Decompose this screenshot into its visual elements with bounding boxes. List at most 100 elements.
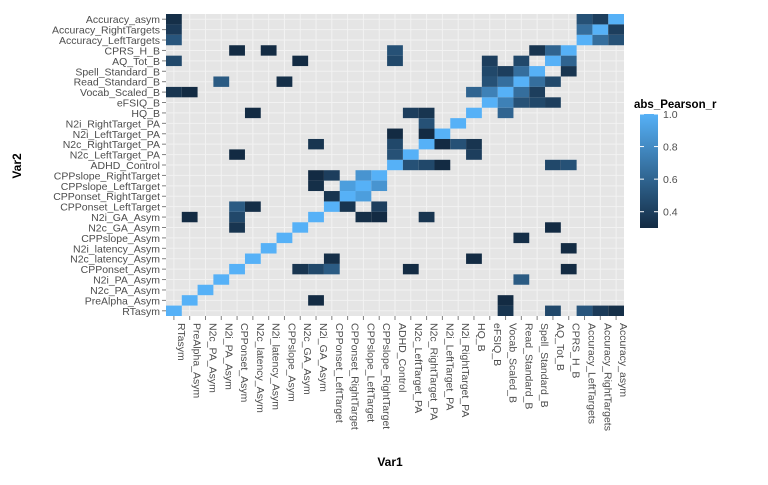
- heatmap-cell: [371, 170, 388, 181]
- heatmap-cell: [308, 138, 324, 150]
- heatmap-cell: [213, 274, 230, 285]
- x-tick-label: CPPonset_LeftTarget: [333, 323, 345, 423]
- heatmap-cell: [560, 45, 577, 56]
- heatmap-cell: [545, 76, 561, 87]
- y-tick-label: N2i_latency_Asym: [73, 243, 160, 255]
- x-tick-label: Read_Standard_B: [522, 323, 534, 409]
- y-tick-label: N2c_GA_Asym: [88, 222, 160, 234]
- heatmap-cell: [608, 305, 624, 316]
- heatmap-cell: [323, 170, 340, 181]
- heatmap-cell: [323, 191, 340, 202]
- heatmap-cell: [166, 55, 182, 67]
- heatmap-cell: [213, 76, 230, 87]
- heatmap-cell: [387, 55, 403, 67]
- heatmap-cell: [513, 274, 530, 285]
- x-tick-label: N2c_RightTarget_PA: [428, 323, 440, 420]
- heatmap-cell: [545, 222, 561, 233]
- y-tick-label: Accuracy_asym: [86, 14, 160, 26]
- heatmap-cell: [418, 128, 435, 139]
- legend: abs_Pearson_r 0.4 0.6 0.8 1.0: [634, 99, 717, 228]
- heatmap-cell: [529, 76, 546, 87]
- heatmap-cell: [308, 295, 324, 306]
- y-tick-label: CPPonset_RightTarget: [53, 191, 160, 203]
- y-tick-label: CPPslope_Asym: [81, 233, 160, 245]
- heatmap-cell: [592, 305, 609, 316]
- x-tick-label: N2c_GA_Asym: [301, 323, 313, 395]
- x-tick-label: Accuracy_RightTargets: [601, 323, 613, 431]
- heatmap-cell: [560, 66, 577, 77]
- heatmap-cell: [513, 97, 530, 108]
- heatmap-cell: [181, 86, 198, 98]
- y-tick-label: N2i_GA_Asym: [91, 212, 160, 224]
- heatmap-cell: [545, 159, 561, 171]
- heatmap-cell: [608, 14, 624, 25]
- heatmap-cell: [323, 263, 340, 275]
- heatmap-cell: [545, 97, 561, 108]
- heatmap-cell: [497, 295, 514, 306]
- heatmap-cell: [434, 138, 451, 150]
- heatmap-cell: [560, 263, 577, 275]
- x-tick-label: PreAlpha_Asym: [191, 323, 203, 399]
- y-tick-label: CPPonset_Asym: [81, 264, 161, 276]
- heatmap-cell: [545, 45, 561, 56]
- heatmap-cell: [576, 305, 593, 316]
- heatmap-cell: [371, 180, 388, 192]
- heatmap-cell: [387, 45, 403, 56]
- heatmap-cell: [434, 128, 451, 139]
- heatmap-cell: [166, 86, 182, 98]
- y-tick-label: CPPonset_LeftTarget: [60, 202, 160, 214]
- heatmap-cell: [513, 66, 530, 77]
- x-tick-label: N2i_GA_Asym: [317, 323, 329, 392]
- y-tick-label: Accuracy_RightTargets: [52, 25, 160, 37]
- heatmap-cell: [513, 76, 530, 87]
- legend-title: abs_Pearson_r: [634, 99, 717, 111]
- x-tick-label: Accuracy_LeftTargets: [586, 323, 598, 424]
- heatmap-cell: [466, 86, 482, 98]
- heatmap-cell: [181, 211, 198, 223]
- heatmap-cells: [166, 14, 624, 316]
- heatmap-cell: [418, 211, 435, 223]
- heatmap-cell: [481, 76, 498, 87]
- heatmap-cell: [339, 201, 356, 212]
- heatmap-cell: [244, 253, 261, 264]
- legend-colorbar: [640, 114, 658, 228]
- heatmap-cell: [481, 86, 498, 98]
- heatmap-cell: [355, 211, 372, 223]
- legend-tick-label: 0.4: [663, 207, 678, 219]
- x-tick-label: RTasym: [175, 323, 187, 361]
- heatmap-cell: [576, 24, 593, 35]
- x-tick-label: CPPslope_LeftTarget: [364, 323, 376, 422]
- legend-tick-label: 0.8: [663, 142, 678, 154]
- heatmap-cell: [592, 34, 609, 46]
- heatmap-cell: [418, 159, 435, 171]
- heatmap-cell: [229, 222, 245, 233]
- x-tick-label: CPPonset_Asym: [238, 323, 250, 403]
- heatmap-cell: [292, 55, 309, 67]
- heatmap-cell: [529, 86, 546, 98]
- x-tick-label: ADHD_Control: [396, 323, 408, 392]
- heatmap-cell: [466, 138, 482, 150]
- x-tick-label: CPPslope_RightTarget: [380, 323, 392, 429]
- y-tick-label: HQ_B: [131, 108, 160, 120]
- heatmap-cell: [497, 76, 514, 87]
- heatmap-cell: [355, 191, 372, 202]
- heatmap-cell: [402, 149, 419, 160]
- x-tick-label: Spell_Standard_B: [538, 323, 550, 408]
- heatmap-cell: [371, 211, 388, 223]
- heatmap-cell: [560, 243, 577, 254]
- x-tick-label: CPRS_H_B: [570, 323, 582, 378]
- heatmap-cell: [166, 34, 182, 46]
- heatmap-cell: [497, 107, 514, 119]
- y-tick-label: Vocab_Scaled_B: [80, 87, 160, 99]
- heatmap-cell: [244, 201, 261, 212]
- x-axis-label: Var1: [377, 455, 403, 469]
- heatmap-cell: [276, 232, 293, 244]
- y-tick-label: ADHD_Control: [91, 160, 160, 172]
- heatmap-cell: [339, 180, 356, 192]
- x-tick-label: AQ_Tot_B: [554, 323, 566, 371]
- heatmap-cell: [166, 305, 182, 316]
- heatmap-cell: [592, 14, 609, 25]
- heatmap-cell: [608, 24, 624, 35]
- heatmap-cell: [323, 201, 340, 212]
- x-tick-label: eFSIQ_B: [491, 323, 503, 366]
